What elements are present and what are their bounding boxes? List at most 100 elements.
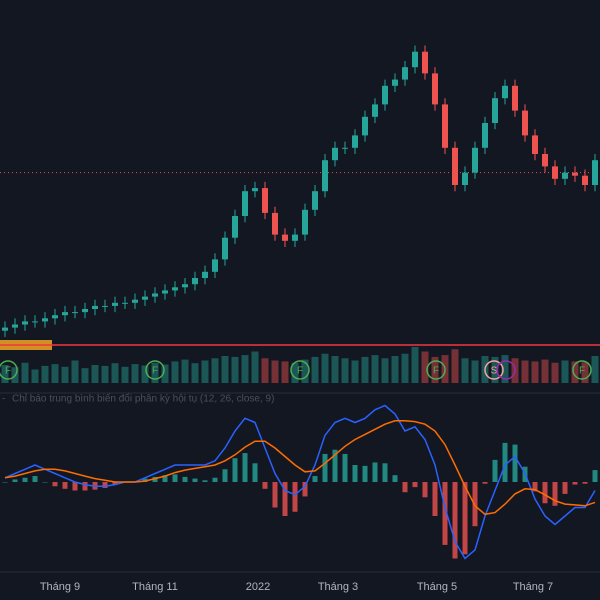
candle-body <box>212 259 218 272</box>
volume-bar <box>591 356 599 383</box>
candle-body <box>182 284 188 288</box>
macd-histogram-bar <box>392 475 398 482</box>
volume-bar <box>291 362 299 383</box>
macd-histogram-bar <box>12 479 18 482</box>
candle-body <box>52 315 58 319</box>
macd-histogram-bar <box>52 482 58 487</box>
candle-body <box>572 172 578 176</box>
macd-histogram-bar <box>262 482 268 489</box>
volume-bar <box>351 360 359 383</box>
macd-histogram-bar <box>372 462 378 482</box>
candle-body <box>432 73 438 105</box>
volume-bar <box>111 363 119 383</box>
candle-body <box>562 172 568 179</box>
candle-body <box>442 104 448 148</box>
signal-marker-label: F <box>5 366 11 377</box>
macd-histogram-bar <box>302 482 308 497</box>
macd-histogram-bar <box>402 482 408 493</box>
candle-body <box>122 302 128 304</box>
macd-histogram-bar <box>62 482 68 489</box>
candle-body <box>592 160 598 185</box>
macd-histogram-bar <box>162 475 168 482</box>
candle-body <box>522 110 528 136</box>
x-axis-label: Tháng 5 <box>417 581 457 593</box>
candle-body <box>272 212 278 235</box>
candle-body <box>452 147 458 185</box>
macd-histogram-bar <box>572 482 578 485</box>
signal-marker <box>496 360 516 380</box>
volume-bar <box>201 360 209 383</box>
macd-histogram-bar <box>332 449 338 482</box>
macd-title: Chỉ báo trung bình biến đổi phân kỳ hội … <box>12 393 274 405</box>
volume-bar <box>331 356 339 383</box>
macd-histogram-bar <box>32 476 38 482</box>
candle-body <box>112 302 118 306</box>
candle-body <box>42 318 48 322</box>
macd-histogram-bar <box>512 444 518 482</box>
candle-body <box>282 234 288 241</box>
macd-histogram-bar <box>172 474 178 482</box>
volume-bar <box>431 356 439 383</box>
candle-body <box>492 98 498 123</box>
candle-body <box>252 188 258 192</box>
macd-histogram-bar <box>202 480 208 482</box>
candle-body <box>302 209 308 235</box>
signal-marker <box>145 360 165 380</box>
volume-bar <box>1 365 9 383</box>
volume-bar <box>231 356 239 383</box>
macd-histogram-bar <box>142 478 148 482</box>
signal-marker-label: F <box>579 366 585 377</box>
macd-histogram-bar <box>212 477 218 482</box>
macd-histogram-bar <box>252 463 258 482</box>
x-axis-label: Tháng 7 <box>513 581 553 593</box>
candle-body <box>372 104 378 117</box>
volume-bar <box>61 366 69 383</box>
candle-body <box>402 67 408 80</box>
macd-histogram-bar <box>352 465 358 482</box>
volume-bar <box>211 358 219 383</box>
signal-marker <box>0 360 18 380</box>
candle-body <box>192 278 198 285</box>
candle-body <box>152 293 158 297</box>
volume-bar <box>281 361 289 383</box>
volume-bar <box>321 353 329 383</box>
volume-bar <box>451 349 459 383</box>
volume-bar <box>251 351 259 383</box>
x-axis-label: Tháng 11 <box>132 581 178 593</box>
volume-bar <box>181 359 189 383</box>
macd-histogram-bar <box>2 482 8 483</box>
volume-bar <box>271 360 279 383</box>
volume-bar <box>401 353 409 383</box>
volume-bar <box>221 356 229 383</box>
volume-bar <box>411 347 419 383</box>
volume-bar <box>461 358 469 383</box>
volume-bar <box>501 355 509 383</box>
volume-bar <box>141 365 149 383</box>
candle-body <box>392 79 398 86</box>
signal-line <box>4 420 596 516</box>
macd-histogram-bar <box>502 442 508 482</box>
volume-bar <box>191 363 199 383</box>
volume-bar <box>581 362 589 383</box>
candle-body <box>512 85 518 111</box>
signal-marker-label: S <box>491 366 498 377</box>
volume-bar <box>561 360 569 383</box>
macd-histogram-bar <box>342 453 348 482</box>
volume-bar <box>71 360 79 383</box>
candle-body <box>162 290 168 294</box>
signal-marker <box>484 360 504 380</box>
x-axis-label: Tháng 3 <box>318 581 358 593</box>
candle-body <box>422 51 428 74</box>
x-axis-label: Tháng 9 <box>40 581 80 593</box>
candle-body <box>202 271 208 278</box>
candle-body <box>332 147 338 161</box>
macd-histogram-bar <box>312 476 318 482</box>
macd-histogram-bar <box>452 482 458 559</box>
candle-body <box>582 175 588 185</box>
macd-histogram-bar <box>482 482 488 484</box>
signal-marker <box>572 360 592 380</box>
volume-bar <box>261 358 269 383</box>
volume-bar <box>171 361 179 383</box>
macd-histogram-bar <box>82 482 88 491</box>
